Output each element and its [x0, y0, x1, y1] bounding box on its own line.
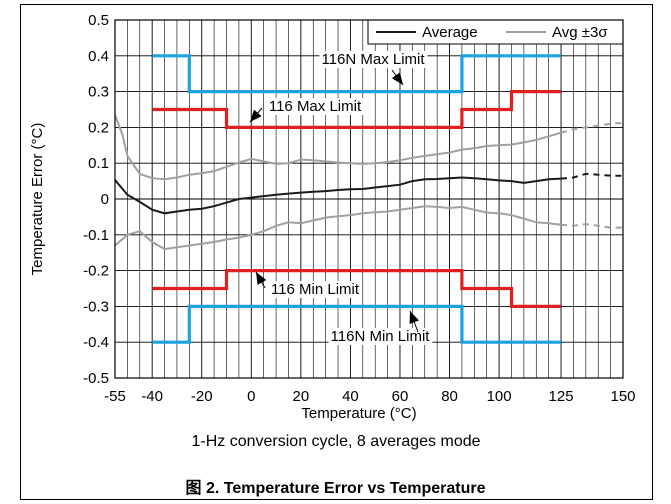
- legend-label: Average: [422, 24, 478, 41]
- y-tick-label: 0.5: [88, 12, 109, 29]
- x-tick-label: 60: [392, 388, 409, 405]
- x-tick-label: 40: [342, 388, 359, 405]
- x-tick-label: 0: [247, 388, 255, 405]
- series-line: [152, 54, 561, 94]
- axis-ticks: -55 -40 -20 0 20 40 60 80 100 125 150 -0.5 -0.4 -0.3 -…: [83, 12, 635, 405]
- annotation-bg: [319, 51, 428, 68]
- legend: Average Avg ±3σ: [367, 19, 624, 45]
- series-line: [560, 172, 623, 180]
- x-tick-label: -55: [104, 388, 126, 405]
- annotations: 116N Max Limit 116 Max Limit 116 Min Limit…: [249, 51, 433, 345]
- annotation-label: 116 Min Limit: [271, 281, 360, 298]
- x-tick-label: 150: [610, 388, 635, 405]
- chart-subtitle: 1-Hz conversion cycle, 8 averages mode: [191, 433, 480, 450]
- y-tick-label: 0: [101, 191, 109, 208]
- annotation-label: 116N Min Limit: [331, 328, 431, 345]
- y-tick-label: 0.2: [88, 119, 109, 136]
- legend-label: Avg ±3σ: [552, 24, 608, 41]
- y-axis-label: Temperature Error (°C): [29, 123, 46, 276]
- x-axis-label: Temperature (°C): [301, 405, 416, 422]
- x-tick-label: 100: [487, 388, 512, 405]
- series-line: [114, 114, 562, 181]
- x-tick-label: 20: [293, 388, 310, 405]
- figure-frame: [20, 4, 653, 500]
- y-tick-label: -0.1: [83, 227, 109, 244]
- grid: [114, 19, 624, 379]
- annotation-arrowhead: [250, 109, 262, 122]
- annotation-arrowhead: [409, 311, 419, 324]
- y-tick-label: 0.4: [88, 48, 109, 65]
- y-tick-label: -0.4: [83, 334, 109, 351]
- series-line: [560, 223, 623, 229]
- series-line: [152, 304, 561, 344]
- x-tick-label: -40: [141, 388, 163, 405]
- series-line: [114, 205, 562, 251]
- annotation-label: 116N Max Limit: [321, 51, 425, 68]
- x-tick-label: 125: [549, 388, 574, 405]
- annotation-arrowhead: [256, 272, 267, 285]
- y-tick-label: -0.2: [83, 263, 109, 280]
- series-line: [152, 89, 561, 130]
- series: [114, 54, 624, 344]
- y-tick-label: -0.3: [83, 298, 109, 315]
- series-line: [152, 269, 561, 308]
- y-tick-label: 0.1: [88, 155, 109, 172]
- y-tick-label: 0.3: [88, 84, 109, 101]
- plot-border: [114, 19, 624, 379]
- annotation-label: 116 Max Limit: [269, 98, 362, 115]
- y-tick-label: -0.5: [83, 370, 109, 387]
- annotation-arrowhead: [391, 72, 403, 85]
- x-tick-label: 80: [441, 388, 458, 405]
- annotation-bg: [328, 328, 433, 345]
- x-tick-label: -20: [191, 388, 213, 405]
- figure-caption: 图 2. Temperature Error vs Temperature: [185, 480, 486, 497]
- annotation-bg: [266, 98, 364, 115]
- annotation-bg: [268, 281, 362, 298]
- series-line: [114, 176, 562, 215]
